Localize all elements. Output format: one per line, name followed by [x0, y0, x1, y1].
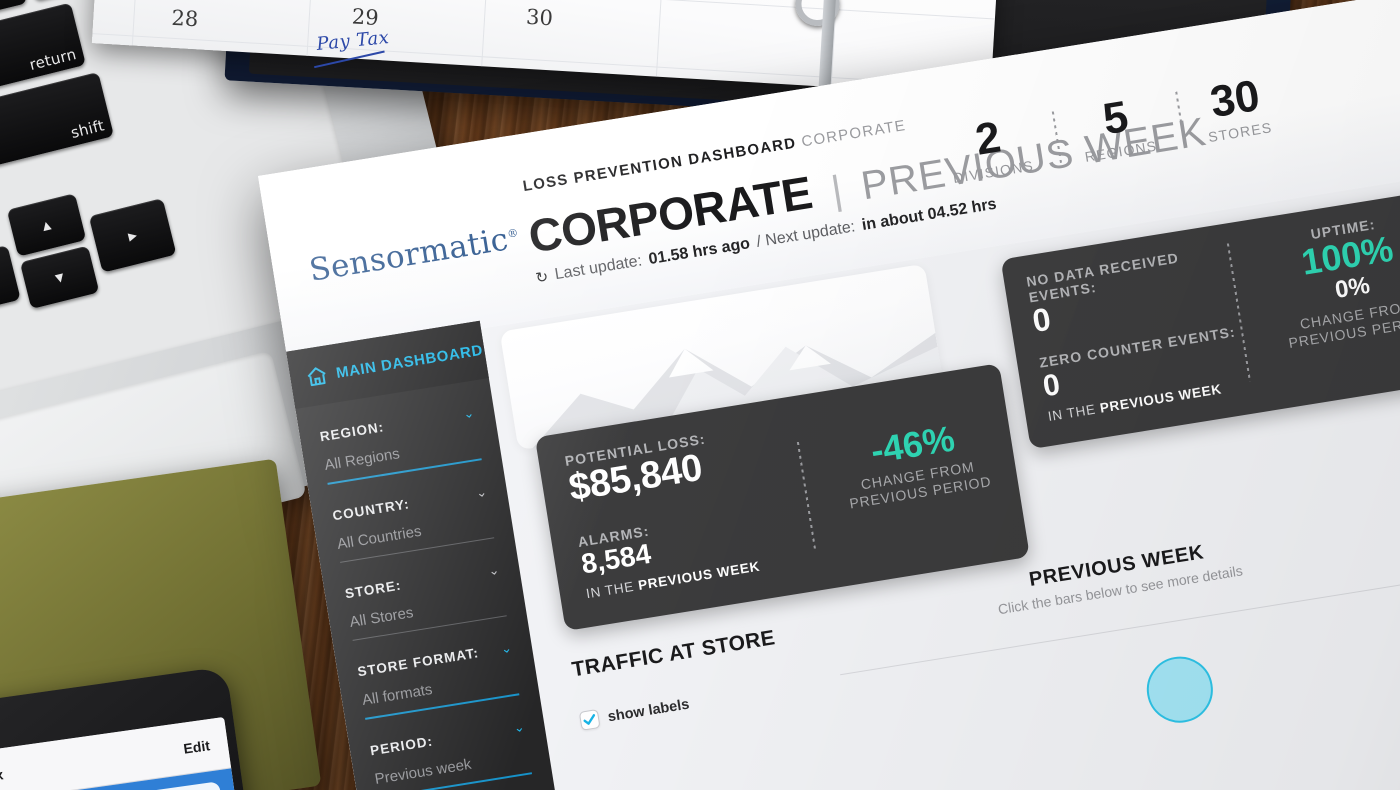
sidebar-item-main-dashboard[interactable]: MAIN DASHBOARD	[286, 320, 489, 410]
phone-edit-button[interactable]: Edit	[182, 736, 211, 757]
laptop-key-arrow-up: ▲	[6, 193, 87, 257]
main-content: POTENTIAL LOSS: $85,840 ALARMS: 8,584 IN…	[481, 151, 1400, 790]
health-kpi-column: NO DATA RECEIVED EVENTS: 0 ZERO COUNTER …	[1025, 240, 1260, 424]
uptime-block: UPTIME: 100% 0% CHANGE FROM PREVIOUS PER…	[1250, 206, 1400, 355]
filter-store[interactable]: STORE: ⌄ All Stores	[324, 559, 526, 644]
dashboard-page: NA-US-TYCORETAILSOLUTIONS ⌄ Sensormatic®…	[258, 0, 1400, 790]
loss-delta-block: -46% CHANGE FROM PREVIOUS PERIOD	[825, 412, 1007, 515]
filter-period[interactable]: PERIOD: ⌄ Previous week	[349, 716, 551, 790]
chevron-down-icon[interactable]: ⌄	[474, 483, 488, 501]
traffic-section-title: TRAFFIC AT STORE	[570, 626, 777, 682]
chevron-down-icon[interactable]: ⌄	[462, 404, 476, 422]
filter-label: STORE:	[344, 577, 403, 602]
calendar-day-29: 29	[351, 4, 380, 30]
counter-value: 5	[1099, 91, 1132, 145]
filter-label: PERIOD:	[369, 733, 435, 759]
home-icon	[305, 365, 329, 388]
sidebar-header-label: MAIN DASHBOARD	[334, 341, 485, 382]
loss-kpi-column: POTENTIAL LOSS: $85,840 ALARMS: 8,584 IN…	[564, 415, 829, 602]
phone-inbox-title: Inbox	[0, 765, 5, 787]
brand-logo: Sensormatic®	[306, 221, 520, 289]
calendar-day-28: 28	[170, 5, 199, 32]
refresh-icon[interactable]: ↻	[534, 268, 550, 288]
laptop-key-arrow-left: ◀	[0, 245, 21, 316]
title-divider: |	[828, 168, 846, 214]
counter-stores: 30 STORES	[1174, 70, 1299, 149]
chevron-down-icon[interactable]: ⌄	[499, 639, 513, 657]
laptop-key-shift: shift	[0, 71, 115, 192]
dashboard-body: MAIN DASHBOARD REGION: ⌄ All Regions COU…	[286, 150, 1400, 790]
loss-footer-prefix: IN THE	[585, 578, 636, 602]
counter-value: 2	[972, 112, 1005, 165]
chart-bubble[interactable]	[1142, 651, 1218, 728]
filter-label: COUNTRY:	[331, 496, 411, 524]
filter-country[interactable]: COUNTRY: ⌄ All Countries	[312, 481, 514, 566]
sidebar: MAIN DASHBOARD REGION: ⌄ All Regions COU…	[286, 320, 583, 790]
calendar-day-30: 30	[525, 4, 554, 31]
filter-store-format[interactable]: STORE FORMAT: ⌄ All formats	[337, 637, 539, 723]
filter-region[interactable]: REGION: ⌄ All Regions	[299, 402, 501, 488]
show-labels-label: show labels	[606, 696, 691, 725]
filter-label: REGION:	[318, 419, 386, 445]
health-footer-prefix: IN THE	[1046, 401, 1097, 424]
counter-value: 30	[1206, 70, 1263, 128]
check-icon	[583, 714, 596, 725]
summary-counters: 2 DIVISIONS 5 REGIONS 30 STORES	[919, 70, 1299, 190]
filter-label: STORE FORMAT:	[356, 645, 481, 680]
show-labels-row[interactable]: show labels	[578, 695, 691, 731]
laptop-key-arrow-right: ▶	[88, 198, 177, 273]
show-labels-checkbox[interactable]	[578, 709, 601, 731]
chevron-down-icon[interactable]: ⌄	[487, 561, 501, 579]
phone-screen: Inbox Edit Search	[0, 716, 252, 790]
breadcrumb-secondary: CORPORATE	[800, 116, 908, 151]
chevron-down-icon[interactable]: ⌄	[512, 718, 526, 736]
laptop-key-arrow-down: ▼	[19, 245, 100, 310]
